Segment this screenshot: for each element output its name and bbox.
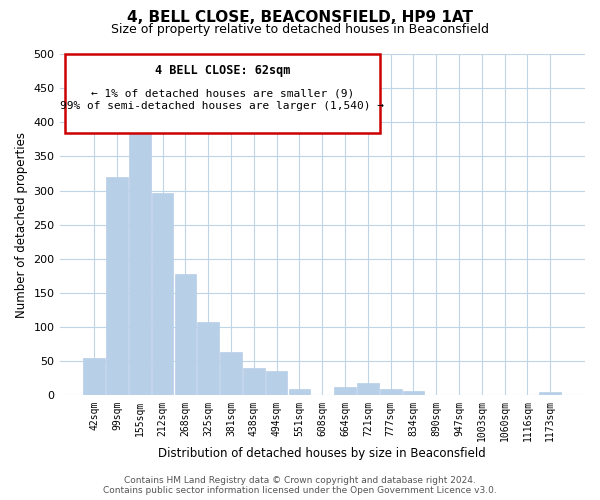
Bar bbox=[334, 386, 356, 396]
Bar bbox=[243, 368, 265, 396]
Bar bbox=[403, 392, 424, 396]
Bar bbox=[266, 371, 287, 396]
Bar bbox=[380, 388, 401, 396]
Bar bbox=[175, 274, 196, 396]
Text: Contains HM Land Registry data © Crown copyright and database right 2024.
Contai: Contains HM Land Registry data © Crown c… bbox=[103, 476, 497, 495]
Bar bbox=[83, 358, 105, 396]
Bar bbox=[152, 192, 173, 396]
X-axis label: Distribution of detached houses by size in Beaconsfield: Distribution of detached houses by size … bbox=[158, 447, 486, 460]
Bar bbox=[197, 322, 219, 396]
Text: ← 1% of detached houses are smaller (9)
99% of semi-detached houses are larger (: ← 1% of detached houses are smaller (9) … bbox=[61, 88, 385, 112]
Bar bbox=[289, 388, 310, 396]
Bar bbox=[220, 352, 242, 396]
Y-axis label: Number of detached properties: Number of detached properties bbox=[15, 132, 28, 318]
Bar bbox=[539, 392, 561, 396]
Text: Size of property relative to detached houses in Beaconsfield: Size of property relative to detached ho… bbox=[111, 22, 489, 36]
Bar bbox=[129, 122, 151, 396]
Text: 4, BELL CLOSE, BEACONSFIELD, HP9 1AT: 4, BELL CLOSE, BEACONSFIELD, HP9 1AT bbox=[127, 10, 473, 25]
Bar bbox=[357, 383, 379, 396]
Text: 4 BELL CLOSE: 62sqm: 4 BELL CLOSE: 62sqm bbox=[155, 64, 290, 77]
Bar bbox=[106, 177, 128, 396]
FancyBboxPatch shape bbox=[65, 54, 380, 132]
